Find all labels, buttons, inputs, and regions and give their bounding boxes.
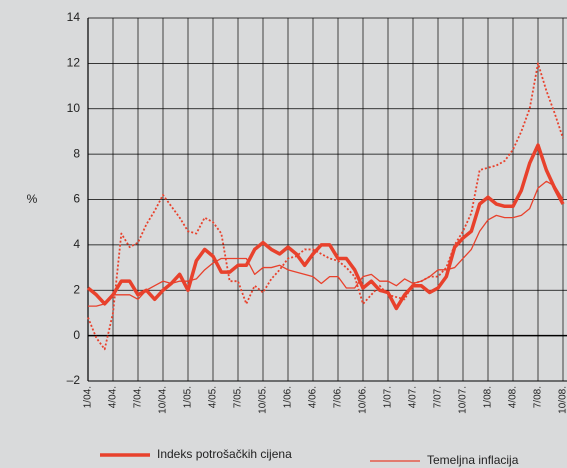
x-tick-label: 10/08. <box>558 386 567 414</box>
x-tick-label: 10/07. <box>458 386 469 414</box>
y-tick-label: 12 <box>67 56 81 70</box>
series-line <box>87 62 564 351</box>
y-tick-label: 14 <box>67 10 81 24</box>
x-tick-label: 10/04. <box>158 386 169 414</box>
x-tick-label: 7/06. <box>333 386 344 408</box>
x-tick-label: 4/04. <box>108 386 119 408</box>
y-tick-label: –2 <box>67 373 81 387</box>
x-tick-label: 1/05. <box>183 386 194 408</box>
x-tick-label: 7/08. <box>533 386 544 408</box>
x-tick-label: 1/06. <box>283 386 294 408</box>
x-tick-label: 10/05. <box>258 386 269 414</box>
y-tick-label: 10 <box>67 101 81 115</box>
y-axis-label: % <box>27 192 38 206</box>
x-tick-label: 10/06. <box>358 386 369 414</box>
x-tick-label: 4/07. <box>408 386 419 408</box>
legend-label: Indeks potrošačkih cijena <box>157 447 292 461</box>
series-line <box>86 143 565 311</box>
x-tick-label: 1/08. <box>483 386 494 408</box>
x-tick-label: 4/05. <box>208 386 219 408</box>
x-tick-label: 4/08. <box>508 386 519 408</box>
y-tick-label: 6 <box>73 192 80 206</box>
legend-label: Temeljna inflacija <box>427 453 519 467</box>
x-tick-label: 4/06. <box>308 386 319 408</box>
x-tick-label: 1/04. <box>83 386 94 408</box>
x-tick-label: 1/07. <box>383 386 394 408</box>
y-tick-label: 0 <box>73 328 80 342</box>
y-tick-label: 4 <box>73 237 80 251</box>
x-tick-label: 7/07. <box>433 386 444 408</box>
x-tick-label: 7/04. <box>133 386 144 408</box>
y-tick-label: 2 <box>73 282 80 296</box>
series-line <box>88 180 564 307</box>
y-tick-label: 8 <box>73 146 80 160</box>
x-tick-label: 7/05. <box>233 386 244 408</box>
